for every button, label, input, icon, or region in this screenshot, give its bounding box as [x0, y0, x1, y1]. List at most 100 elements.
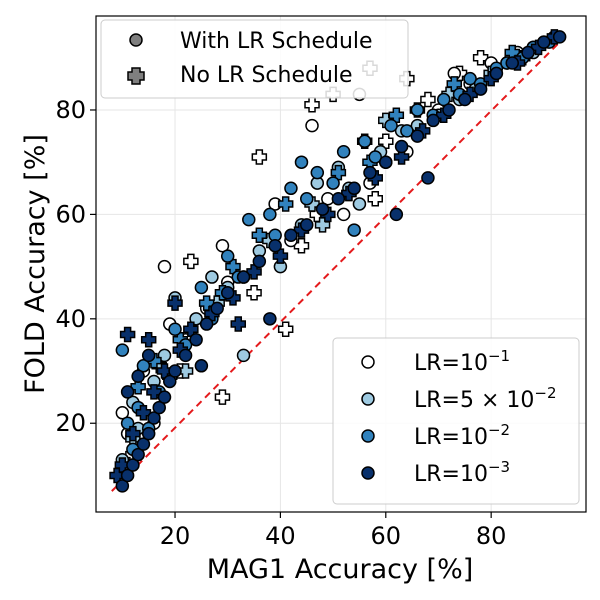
data-point-circle-s1-1	[205, 270, 219, 284]
data-point-circle-s2-36	[294, 155, 309, 169]
data-point-plus-s3-24	[119, 326, 136, 343]
data-point-circle-s0-2	[305, 118, 319, 133]
x-tick-label-0: 20	[160, 522, 191, 550]
data-point-circle-s0-15	[336, 207, 351, 222]
color-legend-box	[332, 337, 580, 505]
data-point-circle-s3-22	[331, 191, 346, 206]
legend-color-swatch-2	[361, 429, 375, 443]
data-point-circle-s3-28	[426, 113, 440, 128]
y-tick-label-3: 80	[55, 96, 86, 124]
data-point-circle-s3-16	[236, 270, 251, 284]
y-axis-title: FOLD Accuracy [%]	[20, 134, 51, 394]
data-point-circle-s2-37	[347, 223, 361, 237]
data-point-circle-s2-0	[115, 343, 130, 357]
x-axis-title: MAG1 Accuracy [%]	[207, 554, 474, 585]
data-point-circle-s2-12	[410, 103, 425, 117]
data-point-circle-s3-25	[379, 155, 393, 169]
legend-color-label-base-3: LR=10	[414, 462, 488, 487]
data-point-plus-s3-27	[230, 316, 247, 332]
data-point-circle-s2-8	[310, 165, 325, 180]
legend-color-label-exp-3: −3	[488, 458, 510, 476]
data-point-plus-s3-25	[140, 331, 157, 348]
data-point-plus-s2-4	[251, 227, 268, 244]
data-point-circle-s3-24	[363, 165, 377, 180]
data-point-circle-s3-15	[220, 285, 235, 300]
data-point-plus-s3-26	[167, 295, 183, 311]
data-point-circle-s2-10	[357, 134, 372, 149]
legend-color-label-0: LR=10−1	[414, 347, 510, 376]
data-point-circle-s3-5	[141, 426, 156, 441]
legend-marker-circle	[129, 33, 143, 47]
data-point-circle-s3-23	[347, 181, 361, 196]
data-point-circle-s2-28	[400, 124, 414, 138]
data-point-circle-s0-19	[115, 406, 130, 420]
data-point-circle-s3-0	[115, 479, 130, 493]
data-point-plus-s3-3	[135, 405, 152, 421]
legend-color-label-base-2: LR=10	[414, 425, 488, 450]
legend-color-label-3: LR=10−3	[414, 458, 510, 487]
data-point-plus-s3-16	[393, 149, 410, 165]
data-point-circle-s3-9	[163, 374, 177, 389]
data-point-circle-s3-3	[131, 447, 145, 462]
data-point-plus-s0-7	[251, 149, 268, 165]
legend-color-label-exp-0: −1	[488, 347, 510, 365]
legend-color-swatch-0	[361, 355, 375, 369]
data-point-circle-s3-19	[284, 228, 298, 243]
data-point-circle-s3-18	[268, 238, 282, 253]
data-point-circle-s3-26	[394, 139, 409, 154]
data-point-circle-s2-4	[220, 249, 235, 263]
y-tick-label-0: 20	[55, 409, 86, 437]
x-tick-label-3: 80	[476, 522, 507, 550]
data-point-circle-s3-35	[537, 35, 551, 49]
data-point-circle-s3-21	[315, 202, 330, 216]
y-tick-label-2: 60	[55, 200, 86, 228]
data-point-circle-s2-5	[242, 212, 256, 227]
data-point-circle-s3-10	[168, 364, 182, 378]
plot-frame	[95, 15, 587, 513]
data-point-circle-s2-14	[463, 71, 477, 86]
data-point-plus-s2-6	[330, 164, 347, 181]
data-point-circle-s3-37	[120, 385, 135, 399]
data-point-circle-s3-31	[473, 82, 488, 96]
data-point-circle-s2-3	[194, 280, 209, 295]
data-point-plus-s0-10	[214, 389, 231, 405]
data-point-circle-s2-1	[136, 359, 151, 373]
legend-marker-label-1: No LR Schedule	[180, 63, 353, 88]
data-point-plus-s3-19	[462, 86, 478, 103]
data-point-circle-s2-25	[300, 191, 314, 206]
x-tick-label-1: 40	[265, 522, 296, 550]
data-point-circle-s2-26	[326, 176, 340, 190]
data-point-circle-s3-40	[389, 207, 404, 222]
data-points	[109, 29, 567, 493]
marker-legend: With LR Schedule No LR Schedule	[100, 19, 409, 99]
legend-color-label-exp-1: −2	[534, 384, 556, 402]
legend-color-label-base-0: LR=10	[414, 351, 488, 376]
data-point-circle-s3-17	[252, 254, 267, 269]
data-point-circle-s3-34	[521, 45, 535, 60]
data-point-circle-s2-7	[284, 181, 298, 196]
data-point-circle-s2-9	[336, 144, 351, 159]
data-point-circle-s3-32	[489, 66, 504, 81]
data-point-plus-s2-10	[130, 378, 146, 395]
data-point-circle-s3-12	[189, 332, 203, 347]
data-point-circle-s3-42	[263, 312, 277, 326]
data-point-circle-s3-36	[552, 30, 567, 44]
data-point-circle-s1-5	[352, 197, 367, 211]
data-point-circle-s2-13	[436, 92, 451, 107]
data-point-plus-s0-15	[420, 91, 436, 108]
legend-marker-plus	[127, 67, 145, 85]
legend-color-label-base-1: LR=5 × 10	[414, 388, 534, 413]
legend-color-label-exp-2: −2	[488, 421, 510, 439]
data-point-plus-s2-5	[277, 196, 294, 212]
data-point-circle-s3-4	[136, 437, 151, 451]
data-point-circle-s3-11	[178, 348, 193, 363]
data-point-circle-s3-20	[300, 218, 314, 232]
data-point-circle-s2-6	[263, 207, 277, 222]
data-point-plus-s3-10	[246, 264, 262, 280]
data-point-circle-s3-2	[126, 458, 140, 472]
data-point-plus-s0-13	[378, 133, 394, 150]
data-point-plus-s0-8	[183, 253, 199, 270]
data-point-circle-s3-33	[505, 56, 519, 70]
data-point-circle-s3-6	[147, 411, 161, 425]
